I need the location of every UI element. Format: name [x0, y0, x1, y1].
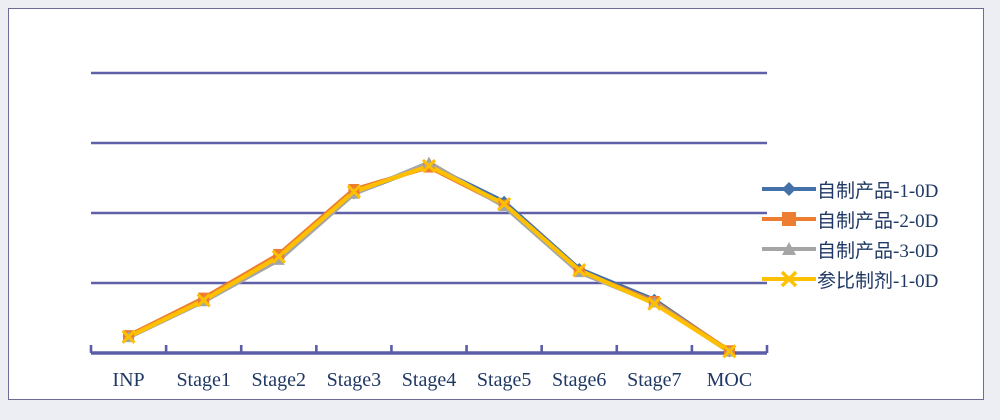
x-axis-label: MOC	[706, 369, 753, 391]
data-point-cross	[572, 263, 587, 278]
series-line	[126, 163, 732, 354]
legend-marker-triangle-icon	[761, 238, 817, 260]
x-axis-labels: INP Stage1 Stage2 Stage3 Stage4 Stage5 Stage6 S…	[9, 369, 985, 403]
data-point-triangle	[272, 254, 285, 265]
legend-item-label: 参比制剂-1-0D	[817, 270, 939, 292]
data-point-cross	[497, 196, 512, 212]
legend-item-label: 自制产品-3-0D	[817, 240, 939, 262]
series-lines	[121, 156, 737, 359]
chart-card: INP Stage1 Stage2 Stage3 Stage4 Stage5 Stage6 S…	[8, 8, 984, 400]
data-point-cross	[271, 249, 286, 264]
legend-item[interactable]: 自制产品-3-0D	[761, 237, 991, 262]
x-axis-label: Stage1	[176, 369, 231, 391]
data-point-cross	[346, 184, 361, 199]
series-line	[126, 160, 732, 354]
line-chart-plot	[89, 71, 769, 359]
series-line	[126, 164, 732, 353]
legend-marker-diamond-icon	[761, 178, 817, 200]
legend-marker-square-icon	[761, 208, 817, 230]
x-axis-label: INP	[112, 369, 145, 391]
x-axis-label: Stage2	[251, 369, 306, 391]
legend-item[interactable]: 自制产品-1-0D	[761, 177, 991, 202]
x-axis-label: Stage7	[627, 369, 682, 391]
x-axis-label: Stage5	[476, 369, 532, 391]
legend-marker-cross-icon	[761, 268, 817, 290]
legend-item-label: 自制产品-2-0D	[817, 210, 939, 232]
series-line	[126, 162, 732, 354]
x-axis	[89, 345, 769, 355]
chart-legend: 自制产品-1-0D 自制产品-2-0D 自制产品-3-0D 参比制剂-1-0D	[761, 177, 991, 292]
data-point-cross	[121, 329, 136, 344]
data-point-cross	[421, 158, 437, 174]
data-point-cross	[722, 344, 737, 359]
x-axis-label: Stage6	[552, 369, 607, 391]
data-point-cross	[196, 293, 211, 308]
legend-item[interactable]: 参比制剂-1-0D	[761, 267, 991, 292]
legend-item-label: 自制产品-1-0D	[817, 180, 939, 202]
legend-item[interactable]: 自制产品-2-0D	[761, 207, 991, 232]
x-axis-label: Stage4	[401, 369, 457, 391]
data-point-cross	[647, 296, 662, 311]
x-axis-label: Stage3	[326, 369, 382, 391]
gridlines	[91, 71, 767, 285]
